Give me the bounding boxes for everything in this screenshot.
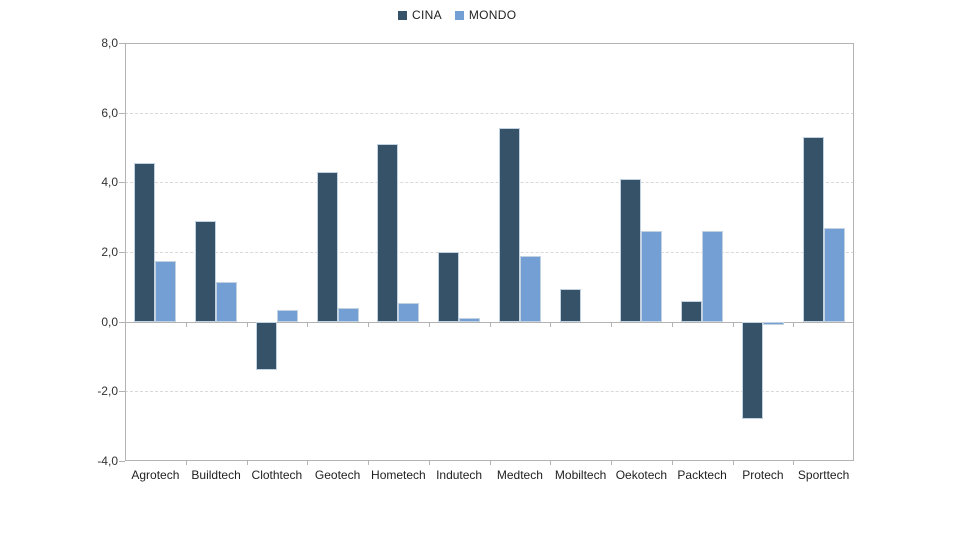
- y-axis-label: -4,0: [97, 454, 118, 468]
- x-axis-interval-tick: [733, 323, 734, 327]
- x-axis-label-medtech: Medtech: [496, 468, 543, 482]
- plot-border: [125, 43, 854, 461]
- x-axis-interval-tick: [672, 323, 673, 327]
- bar-mondo-oekotech: [641, 231, 663, 322]
- x-axis-interval-tick: [247, 461, 248, 465]
- y-axis-tick: [119, 322, 125, 323]
- legend-swatch-mondo: [454, 10, 464, 20]
- x-axis-zero-line: [125, 322, 854, 323]
- x-axis-label-mobiltech: Mobiltech: [554, 468, 607, 482]
- x-axis-label-buildtech: Buildtech: [191, 468, 241, 482]
- y-axis-tick: [119, 182, 125, 183]
- y-axis-tick: [119, 43, 125, 44]
- x-axis-label-protech: Protech: [742, 468, 784, 482]
- legend-item-cina: CINA: [398, 8, 442, 22]
- bar-mondo-agrotech: [155, 260, 177, 322]
- bar-mondo-hometech: [398, 302, 420, 322]
- y-axis-tick: [119, 461, 125, 462]
- x-axis-interval-tick: [368, 323, 369, 327]
- x-axis-label-packtech: Packtech: [677, 468, 727, 482]
- x-axis-label-clothtech: Clothtech: [251, 468, 303, 482]
- bar-mondo-protech: [762, 321, 784, 326]
- x-axis-label-oekotech: Oekotech: [615, 468, 668, 482]
- x-axis-interval-tick: [793, 461, 794, 465]
- x-axis-interval-tick: [490, 461, 491, 465]
- x-axis-label-hometech: Hometech: [371, 468, 426, 482]
- bar-cina-buildtech: [195, 220, 217, 322]
- x-axis-interval-tick: [672, 461, 673, 465]
- y-axis-label: 6,0: [101, 105, 118, 120]
- x-axis-interval-tick: [429, 323, 430, 327]
- bar-mondo-clothtech: [276, 309, 298, 322]
- x-axis-label-sporttech: Sporttech: [797, 468, 850, 482]
- y-axis-label: 4,0: [101, 175, 118, 190]
- x-axis-interval-tick: [186, 461, 187, 465]
- x-axis-interval-tick: [611, 323, 612, 327]
- gridline-4: [125, 182, 854, 184]
- bar-cina-agrotech: [134, 163, 156, 322]
- bar-mondo-indutech: [459, 318, 481, 322]
- x-axis-interval-tick: [307, 461, 308, 465]
- y-axis-label: 8,0: [101, 36, 118, 50]
- x-axis-interval-tick: [490, 323, 491, 327]
- bar-mondo-packtech: [702, 231, 724, 322]
- y-axis-tick: [119, 391, 125, 392]
- x-axis-label-geotech: Geotech: [314, 468, 361, 482]
- y-axis-label: 0,0: [101, 314, 118, 329]
- bar-cina-hometech: [377, 144, 399, 322]
- x-axis-interval-tick: [733, 461, 734, 465]
- x-axis-interval-tick: [429, 461, 430, 465]
- x-axis-interval-tick: [186, 323, 187, 327]
- bar-mondo-buildtech: [216, 281, 238, 322]
- bar-cina-mobiltech: [559, 288, 581, 322]
- legend-swatch-cina: [398, 10, 407, 20]
- legend-item-mondo: MONDO: [454, 8, 517, 22]
- x-axis-interval-tick: [550, 461, 551, 465]
- x-axis-label-indutech: Indutech: [436, 468, 483, 482]
- x-axis-interval-tick: [247, 323, 248, 327]
- x-axis-interval-tick: [611, 461, 612, 465]
- x-axis-interval-tick: [550, 323, 551, 327]
- bar-mondo-sporttech: [823, 227, 845, 322]
- legend-label-cina: CINA: [412, 8, 442, 22]
- bar-cina-packtech: [681, 300, 703, 322]
- bar-cina-oekotech: [620, 178, 642, 322]
- bar-cina-clothtech: [255, 321, 277, 371]
- x-axis-interval-tick: [307, 323, 308, 327]
- chart-legend: CINA MONDO: [398, 8, 516, 22]
- gridline-2: [125, 252, 854, 253]
- bar-cina-sporttech: [802, 137, 824, 322]
- bar-cina-medtech: [498, 128, 520, 322]
- y-axis-tick: [119, 113, 125, 114]
- x-axis-interval-tick: [793, 323, 794, 327]
- y-axis-label: 2,0: [101, 245, 118, 259]
- bar-cina-protech: [741, 321, 763, 420]
- bar-mondo-medtech: [519, 255, 541, 322]
- y-axis-tick: [119, 252, 125, 253]
- x-axis-label-agrotech: Agrotech: [131, 468, 180, 482]
- gridline-6: [125, 112, 854, 114]
- x-axis-interval-tick: [368, 461, 369, 465]
- bar-cina-indutech: [438, 252, 460, 322]
- legend-label-mondo: MONDO: [468, 8, 517, 22]
- gridline--2: [125, 391, 854, 393]
- y-axis-label: -2,0: [97, 384, 118, 399]
- bar-mondo-geotech: [337, 307, 359, 322]
- bar-cina-geotech: [316, 171, 338, 322]
